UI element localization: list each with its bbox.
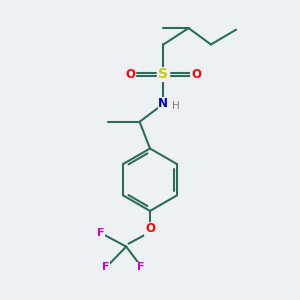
Text: O: O [191,68,201,81]
Text: F: F [102,262,109,272]
Text: O: O [145,222,155,235]
Text: N: N [158,98,168,110]
Text: H: H [172,101,180,111]
Text: O: O [126,68,136,81]
Text: F: F [97,228,105,238]
Text: F: F [137,262,145,272]
Text: S: S [158,67,168,81]
